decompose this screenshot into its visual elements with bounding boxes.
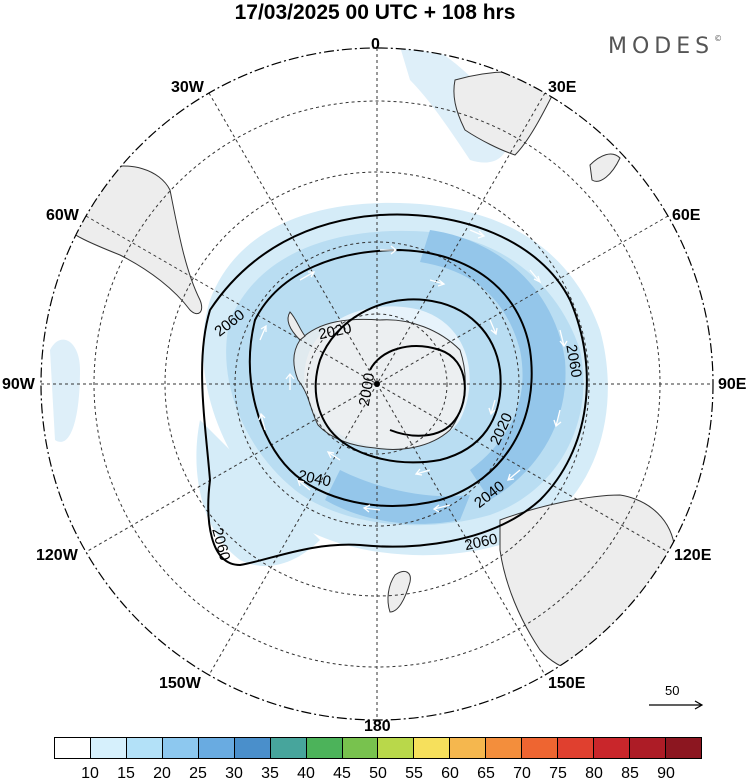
lon-label-120e: 120E: [674, 547, 712, 564]
south-pole-marker: [374, 381, 380, 387]
lon-label-90w: 90W: [2, 376, 35, 393]
colorbar-tick-label: 15: [117, 765, 135, 782]
contour-label-2060-east: 2060: [562, 343, 585, 379]
height-contours: [201, 213, 588, 567]
wind-vectors: [258, 229, 568, 513]
wind-shading-patch-west: [50, 339, 80, 442]
lon-label-60w: 60W: [46, 207, 79, 224]
wind-reference-arrow-icon: [649, 700, 704, 710]
colorbar-cell: [55, 738, 91, 758]
lon-label-150e: 150E: [548, 675, 586, 692]
land-madagascar: [589, 153, 621, 182]
wind-shading-tail: [196, 420, 320, 567]
colorbar: [54, 737, 702, 759]
modes-logo: MODES©: [608, 34, 722, 59]
land-antarctic-peninsula: [287, 311, 306, 341]
lon-label-60e: 60E: [672, 207, 701, 224]
colorbar-cell: [162, 738, 199, 758]
colorbar-cell: [486, 738, 523, 758]
colorbar-tick-label: 35: [261, 765, 279, 782]
colorbar-cell: [630, 738, 666, 758]
colorbar-tick-label: 40: [297, 765, 315, 782]
contour-label-2020-north: 2020: [317, 320, 353, 344]
land-new-zealand: [387, 571, 411, 613]
colorbar-cell: [198, 738, 235, 758]
brand-mark: ©: [714, 33, 723, 43]
lon-label-30e: 30E: [548, 79, 577, 96]
lon-label-150w: 150W: [159, 675, 201, 692]
colorbar-tick-label: 75: [549, 765, 567, 782]
colorbar-tick-label: 20: [153, 765, 171, 782]
colorbar-tick-label: 90: [657, 765, 675, 782]
colorbar-tick-label: 65: [477, 765, 495, 782]
lon-label-90e: 90E: [718, 376, 747, 393]
colorbar-cell: [234, 738, 271, 758]
contour-2040: [248, 248, 533, 507]
land-australia: [499, 494, 676, 674]
colorbar-tick-label: 10: [81, 765, 99, 782]
wind-shading-core: [420, 230, 566, 500]
map-title: 17/03/2025 00 UTC + 108 hrs: [234, 1, 516, 24]
colorbar-cell: [90, 738, 127, 758]
colorbar-cell: [342, 738, 379, 758]
colorbar-tick-label: 50: [369, 765, 387, 782]
contour-label-2040-south: 2040: [296, 467, 332, 491]
colorbar-tick-label: 30: [225, 765, 243, 782]
contour-label-2000: 2000: [356, 372, 379, 408]
lon-label-30w: 30W: [171, 79, 204, 96]
colorbar-tick-label: 25: [189, 765, 207, 782]
colorbar-tick-label: 85: [621, 765, 639, 782]
colorbar-tick-label: 55: [405, 765, 423, 782]
contour-2060: [201, 213, 588, 567]
colorbar-cell: [126, 738, 163, 758]
colorbar-cell: [558, 738, 595, 758]
colorbar-cell: [414, 738, 451, 758]
colorbar-cell: [594, 738, 630, 758]
wind-reference-value: 50: [665, 683, 680, 698]
brand-name: MODES: [608, 34, 715, 59]
contour-label-2060-southeast: 2060: [463, 531, 499, 555]
colorbar-cell: [378, 738, 415, 758]
wind-shading-core-south: [325, 470, 470, 524]
colorbar-tick-label: 45: [333, 765, 351, 782]
lon-label-180: 180: [364, 718, 391, 735]
land-south-america: [54, 165, 203, 315]
colorbar-ticks: 10 15 20 25 30 35 40 45 50 55 60 65 70 75 80 85 90: [54, 766, 702, 784]
colorbar-tick-label: 80: [585, 765, 603, 782]
colorbar-tick-label: 60: [441, 765, 459, 782]
colorbar-tick-label: 70: [513, 765, 531, 782]
map-border: [40, 47, 714, 721]
colorbar-cell: [522, 738, 559, 758]
lon-label-0: 0: [371, 36, 380, 53]
contour-2020: [314, 298, 502, 464]
colorbar-cell: [270, 738, 307, 758]
colorbar-cell: [665, 738, 701, 758]
colorbar-cell: [450, 738, 487, 758]
colorbar-cell: [306, 738, 343, 758]
contour-2000: [369, 345, 466, 437]
lon-label-120w: 120W: [36, 547, 78, 564]
